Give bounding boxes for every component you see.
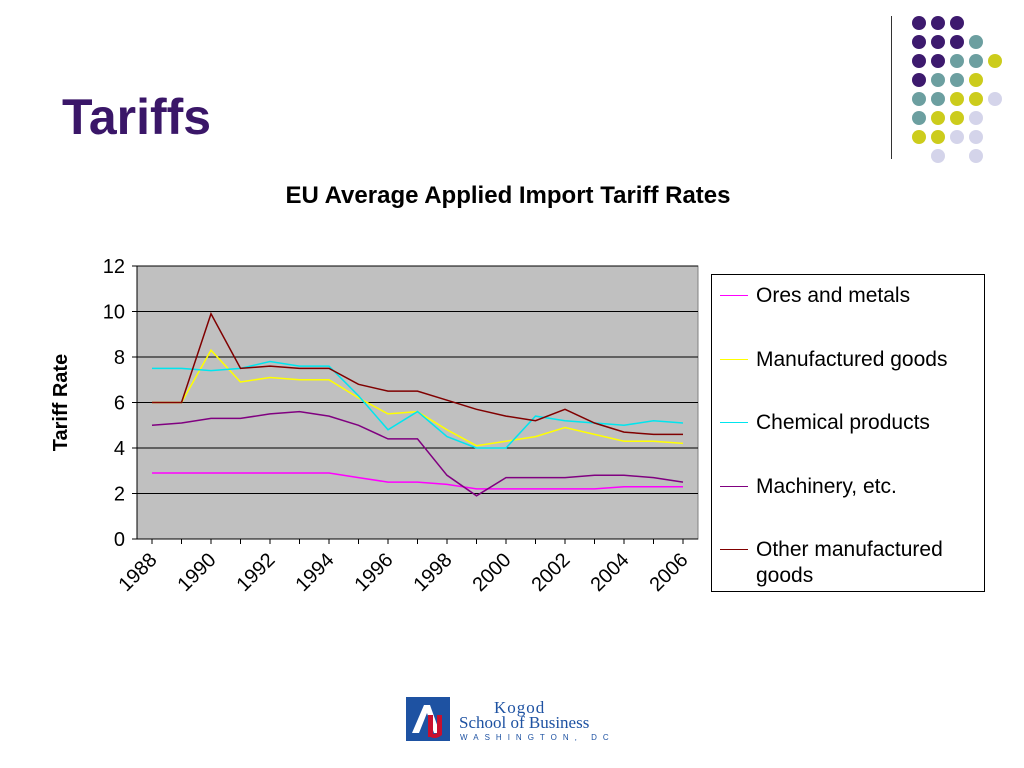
x-tick-label: 1992 (233, 549, 280, 596)
x-tick-label: 2002 (528, 549, 575, 596)
chart-legend: Ores and metals Manufactured goods Chemica… (711, 274, 985, 592)
y-tick-label: 10 (103, 302, 125, 324)
legend-item: Machinery, etc. (720, 474, 982, 500)
x-tick-label: 2004 (587, 549, 634, 596)
y-tick-label: 0 (114, 529, 125, 551)
y-tick-label: 4 (114, 438, 125, 460)
chart-title: EU Average Applied Import Tariff Rates (285, 182, 731, 209)
legend-swatch (720, 549, 748, 550)
series-line (152, 311, 683, 436)
x-tick-label: 1990 (174, 549, 221, 596)
x-tick-label: 1998 (410, 549, 457, 596)
decorative-divider (891, 16, 892, 159)
logo-washington-text: WASHINGTON, DC (460, 733, 615, 742)
legend-swatch (720, 486, 748, 487)
x-tick-label: 2000 (469, 549, 516, 596)
logo-kogod-text: Kogod (494, 698, 546, 717)
legend-item: Chemical products (720, 410, 982, 436)
au-logo-mark (406, 697, 450, 741)
logo-school-text: School of Business (459, 713, 590, 732)
slide-title: Tariffs (62, 89, 212, 145)
x-tick-label: 1996 (351, 549, 398, 596)
x-tick-label: 1994 (292, 549, 339, 596)
legend-label: Other manufactured goods (756, 538, 943, 587)
series-line (151, 410, 684, 497)
legend-label: Manufactured goods (756, 348, 948, 371)
y-tick-label: 12 (103, 256, 125, 278)
legend-label: Chemical products (756, 411, 930, 434)
legend-swatch (720, 359, 748, 360)
y-axis-label: Tariff Rate (50, 354, 72, 451)
y-tick-label: 8 (114, 347, 125, 369)
legend-item: Ores and metals (720, 283, 982, 309)
legend-item: Manufactured goods (720, 347, 982, 373)
legend-swatch (720, 422, 748, 423)
legend-label: Ores and metals (756, 284, 911, 307)
kogod-logo: Kogod School of Business WASHINGTON, DC (406, 697, 616, 745)
legend-label: Machinery, etc. (756, 475, 897, 498)
legend-swatch (720, 295, 748, 296)
legend-item: Other manufactured goods (720, 537, 982, 589)
y-tick-label: 6 (114, 393, 125, 415)
x-tick-label: 1988 (115, 549, 162, 596)
x-tick-label: 2006 (646, 549, 693, 596)
y-tick-label: 2 (114, 484, 125, 506)
series-line (152, 472, 683, 490)
